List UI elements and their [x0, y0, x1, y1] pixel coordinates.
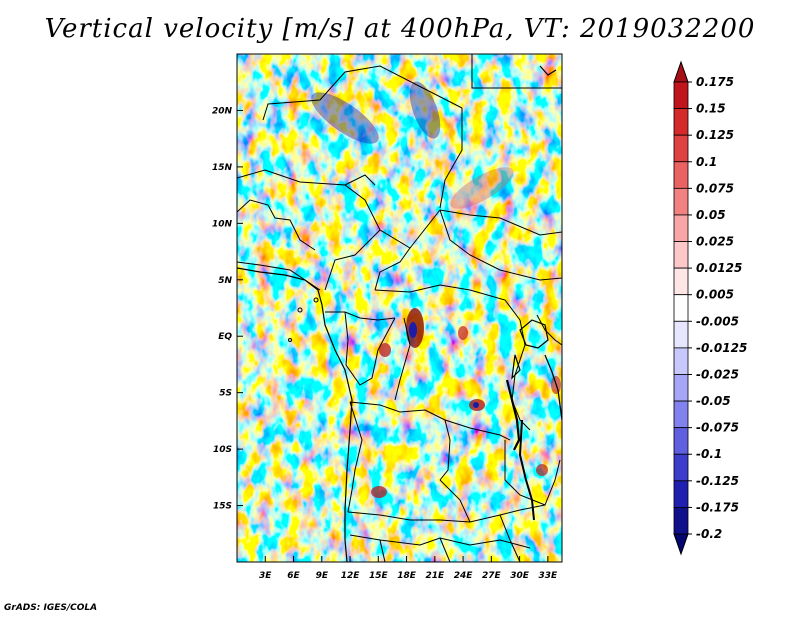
lon-tick-label: 9E [316, 571, 329, 581]
grads-credit: GrADS: IGES/COLA [4, 603, 98, 613]
colorbar-label: -0.005 [696, 314, 739, 328]
colorbar-label: 0.005 [696, 288, 734, 302]
colorbar-label: 0.1 [696, 155, 717, 169]
lat-tick-label: 20N [212, 106, 233, 116]
colorbar-label: -0.2 [696, 527, 722, 541]
lon-tick-label: 6E [287, 571, 300, 581]
colorbar-swatch [673, 214, 689, 242]
colorbar-label: 0.025 [696, 235, 734, 249]
colorbar-swatch [673, 400, 689, 429]
colorbar-label: 0.0125 [696, 261, 742, 275]
lon-tick-label: 18E [397, 571, 417, 581]
colorbar-label: 0.075 [696, 181, 734, 195]
colorbar-swatch [673, 374, 689, 402]
vertical-velocity-field [237, 54, 562, 562]
lat-tick-label: 10S [213, 445, 232, 455]
lon-tick-label: 33E [539, 571, 559, 581]
colorbar-swatch [673, 427, 689, 455]
small-islands [288, 297, 319, 342]
colorbar-swatch [673, 187, 689, 216]
colorbar-swatch [673, 81, 689, 109]
colorbar-label: -0.05 [696, 394, 731, 408]
lon-tick-label: 3E [259, 571, 272, 581]
lat-tick-label: EQ [218, 332, 232, 342]
colorbar-label: 0.175 [696, 75, 734, 89]
lat-tick-label: 10N [212, 219, 233, 229]
colorbar-swatch [673, 241, 689, 269]
colorbar-label: -0.175 [696, 500, 739, 514]
lon-tick-label: 21E [425, 571, 445, 581]
colorbar-label: -0.025 [696, 367, 739, 381]
lon-tick-label: 15E [369, 571, 389, 581]
colorbar-swatch [673, 134, 689, 163]
latitude-axis: 20N 15N 10N 5N EQ 5S 10S 15S [212, 106, 243, 512]
lon-tick-label: 24E [454, 571, 474, 581]
colorbar-label: -0.125 [696, 474, 739, 488]
lon-tick-label: 30E [510, 571, 530, 581]
colorbar-label: 0.05 [696, 208, 726, 222]
lat-tick-label: 5S [219, 389, 232, 399]
colorbar-swatch [673, 533, 689, 556]
colorbar-label: 0.125 [696, 128, 734, 142]
lat-tick-label: 15S [213, 502, 232, 512]
colorbar-swatch [673, 453, 689, 482]
colorbar: 0.175 0.15 0.125 0.1 0.075 0.05 0.025 0.0125 0.0… [673, 60, 747, 556]
colorbar-swatch [673, 161, 689, 189]
colorbar-swatch [673, 108, 689, 136]
lon-tick-label: 12E [341, 571, 361, 581]
colorbar-label: 0.15 [696, 102, 726, 116]
colorbar-swatch [673, 60, 689, 83]
lat-tick-label: 15N [212, 163, 233, 173]
lat-tick-label: 5N [218, 276, 232, 286]
colorbar-swatch [673, 480, 689, 508]
colorbar-label: -0.0125 [696, 341, 747, 355]
coastline-and-lakes [237, 65, 562, 562]
colorbar-swatch [673, 507, 689, 535]
longitude-axis: 3E 6E 9E 12E 15E 18E 21E 24E 27E 30E 33E [259, 556, 558, 581]
colorbar-swatch [673, 347, 689, 375]
lon-tick-label: 27E [482, 571, 502, 581]
colorbar-swatch [673, 320, 689, 349]
plot-title: Vertical velocity [m/s] at 400hPa, VT: 2… [44, 14, 756, 44]
colorbar-swatch [673, 294, 689, 322]
colorbar-label: -0.075 [696, 421, 739, 435]
map-frame [236, 53, 563, 563]
colorbar-label: -0.1 [696, 447, 722, 461]
colorbar-swatch [673, 267, 689, 296]
